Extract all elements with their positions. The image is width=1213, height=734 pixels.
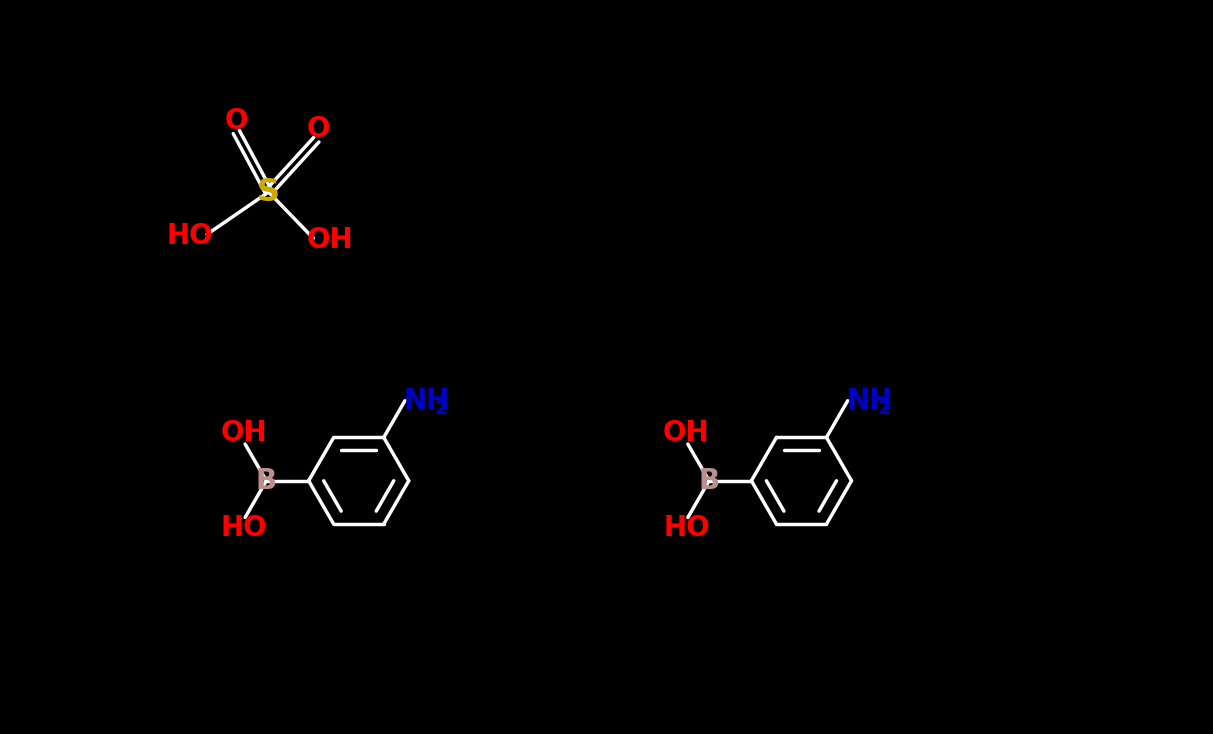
Text: HO: HO [221,515,267,542]
Text: NH: NH [847,387,893,415]
Text: 2: 2 [877,399,890,418]
Text: HO: HO [166,222,213,250]
Text: B: B [699,467,719,495]
Text: B: B [256,467,277,495]
Text: O: O [224,107,247,135]
Text: OH: OH [664,419,710,447]
Text: HO: HO [664,515,710,542]
Text: OH: OH [307,226,353,254]
Text: 2: 2 [434,399,448,418]
Text: S: S [257,177,280,208]
Text: NH: NH [404,387,450,415]
Text: O: O [306,115,330,143]
Text: OH: OH [221,419,267,447]
